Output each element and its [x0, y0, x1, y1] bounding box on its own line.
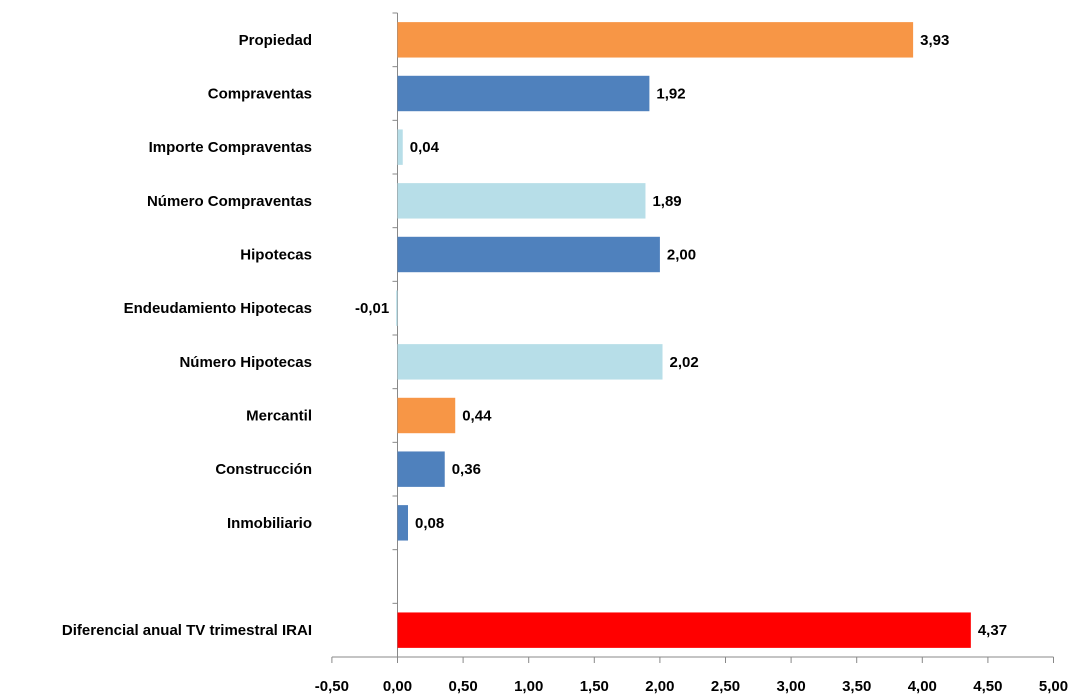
value-tick-label: 4,50	[973, 678, 1002, 695]
data-label: 1,92	[656, 86, 685, 103]
value-tick-label: 3,50	[842, 678, 871, 695]
value-tick-label: 1,50	[580, 678, 609, 695]
bar	[397, 612, 971, 648]
value-tick-label: 1,00	[514, 678, 543, 695]
data-label: 1,89	[652, 193, 681, 210]
value-tick-label: 5,00	[1039, 678, 1068, 695]
data-label: 0,36	[452, 461, 481, 478]
data-label: 2,02	[670, 354, 699, 371]
data-label: 0,44	[462, 408, 492, 425]
data-label: 0,08	[415, 515, 444, 532]
value-tick-label: 0,00	[383, 678, 412, 695]
category-label: Endeudamiento Hipotecas	[124, 300, 312, 317]
value-tick-label: 4,00	[908, 678, 937, 695]
category-label: Diferencial anual TV trimestral IRAI	[62, 622, 312, 639]
category-label: Número Compraventas	[147, 193, 312, 210]
bar	[397, 344, 663, 380]
category-label: Mercantil	[246, 408, 312, 425]
data-label: -0,01	[355, 300, 389, 317]
bar	[397, 505, 408, 541]
category-label: Número Hipotecas	[179, 354, 312, 371]
value-tick-label: 2,00	[645, 678, 674, 695]
bar	[396, 290, 398, 326]
category-label: Hipotecas	[240, 247, 312, 264]
category-label: Inmobiliario	[227, 515, 312, 532]
bar	[397, 22, 914, 58]
bar	[397, 183, 646, 219]
value-tick-label: -0,50	[315, 678, 349, 695]
data-label: 4,37	[978, 622, 1007, 639]
data-labels: 3,93 1,92 0,04 1,89 2,00 -0,01 2,02 0,44 0,36 0,0…	[355, 32, 1007, 639]
bar	[397, 129, 403, 165]
value-tick-label: 2,50	[711, 678, 740, 695]
category-label: Compraventas	[208, 86, 312, 103]
bar	[397, 397, 456, 434]
bar	[397, 75, 650, 112]
category-labels: Propiedad Compraventas Importe Compraventa…	[62, 32, 312, 639]
value-tick-label: 3,00	[776, 678, 805, 695]
bar	[397, 236, 660, 273]
data-label: 0,04	[410, 139, 440, 156]
category-axis	[392, 12, 398, 658]
value-axis: -0,50 0,00 0,50 1,00 1,50 2,00 2,50 3,00 3,50 4,0…	[315, 656, 1068, 695]
data-label: 3,93	[920, 32, 949, 49]
bar	[397, 451, 445, 487]
bar-series	[396, 22, 971, 648]
category-label: Construcción	[215, 461, 312, 478]
value-tick-label: 0,50	[448, 678, 477, 695]
category-label: Importe Compraventas	[149, 139, 312, 156]
data-label: 2,00	[667, 247, 696, 264]
category-label: Propiedad	[239, 32, 312, 49]
